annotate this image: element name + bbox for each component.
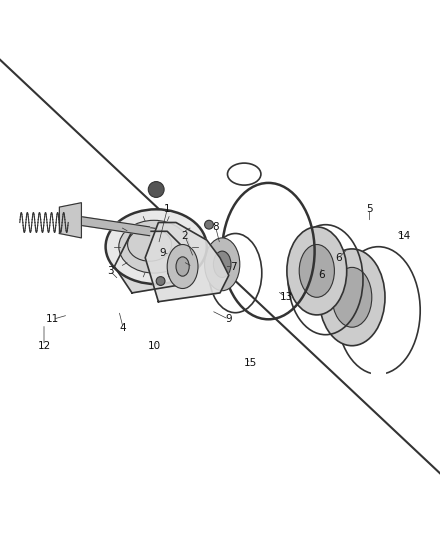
Ellipse shape xyxy=(106,209,207,284)
Ellipse shape xyxy=(299,245,334,297)
Ellipse shape xyxy=(319,249,385,346)
Ellipse shape xyxy=(287,227,347,315)
Text: 8: 8 xyxy=(212,222,219,232)
Text: 6: 6 xyxy=(318,270,325,280)
Text: 10: 10 xyxy=(147,341,161,351)
Text: 11: 11 xyxy=(46,314,59,324)
Text: 15: 15 xyxy=(244,358,257,368)
Ellipse shape xyxy=(119,220,189,273)
Polygon shape xyxy=(59,203,81,238)
Text: 6: 6 xyxy=(335,253,342,263)
Circle shape xyxy=(156,277,165,285)
Ellipse shape xyxy=(167,245,198,288)
Text: 3: 3 xyxy=(106,266,114,276)
Text: 5: 5 xyxy=(366,204,373,214)
Text: 9: 9 xyxy=(159,248,166,259)
Text: 14: 14 xyxy=(398,231,411,241)
Polygon shape xyxy=(62,214,150,236)
Text: 4: 4 xyxy=(120,323,127,333)
Ellipse shape xyxy=(332,268,372,327)
Polygon shape xyxy=(145,222,229,302)
Text: 13: 13 xyxy=(279,292,293,302)
Text: 2: 2 xyxy=(181,231,188,241)
Text: 9: 9 xyxy=(225,314,232,324)
Circle shape xyxy=(205,220,213,229)
Ellipse shape xyxy=(213,251,231,278)
Polygon shape xyxy=(114,231,194,293)
Ellipse shape xyxy=(205,238,240,290)
Text: 12: 12 xyxy=(37,341,51,351)
Circle shape xyxy=(148,182,164,197)
Text: 7: 7 xyxy=(230,262,237,271)
Text: 1: 1 xyxy=(164,204,171,214)
Ellipse shape xyxy=(176,257,189,276)
